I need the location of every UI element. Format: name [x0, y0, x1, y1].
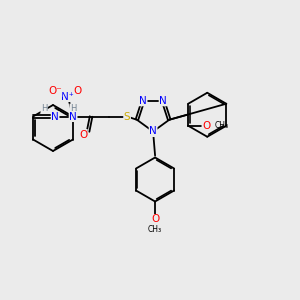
Text: N: N	[51, 112, 59, 122]
Text: N: N	[149, 127, 157, 136]
Text: O: O	[202, 121, 210, 131]
Text: N: N	[159, 96, 167, 106]
Text: O: O	[74, 86, 82, 97]
Text: O⁻: O⁻	[48, 86, 62, 97]
Text: N: N	[69, 112, 77, 122]
Text: H: H	[70, 104, 76, 113]
Text: CH₃: CH₃	[148, 225, 162, 234]
Text: H: H	[41, 104, 47, 113]
Text: N: N	[139, 96, 147, 106]
Text: S: S	[124, 112, 130, 122]
Text: O: O	[151, 214, 159, 224]
Text: N⁺: N⁺	[61, 92, 74, 101]
Text: O: O	[79, 130, 87, 140]
Text: CH₃: CH₃	[214, 121, 228, 130]
